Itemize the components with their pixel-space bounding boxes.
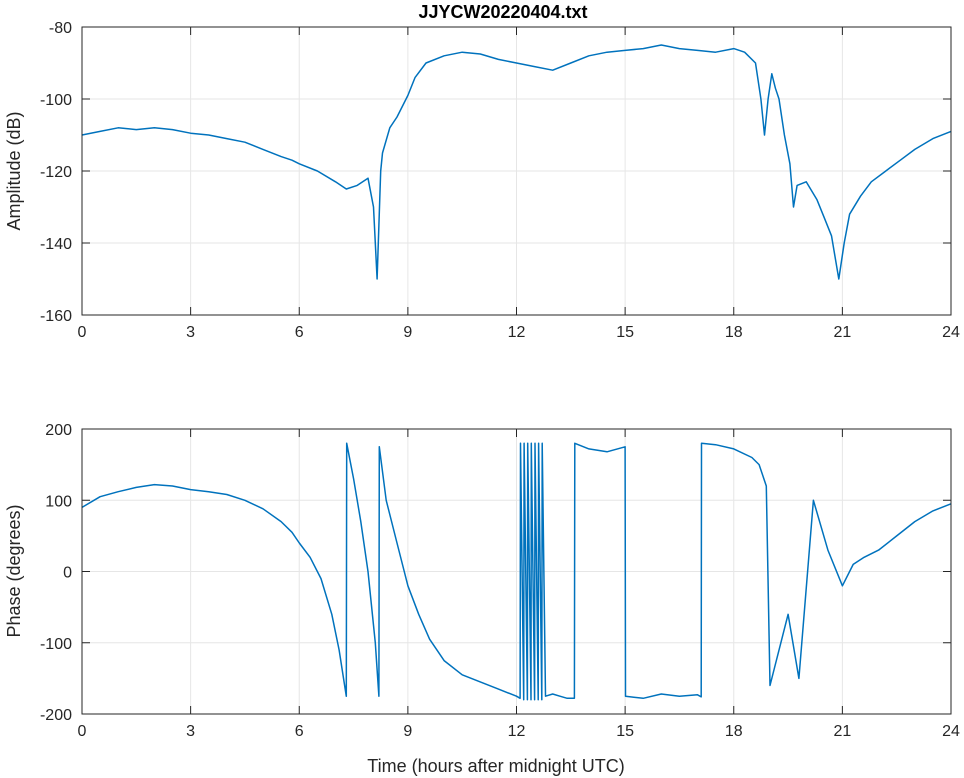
amplitude-series-line: [81, 44, 952, 280]
phase-ytick-label: -100: [40, 636, 72, 653]
phase-series: [81, 442, 952, 701]
amplitude-ylabel: Amplitude (dB): [4, 111, 24, 230]
amplitude-xtick-label: 3: [186, 324, 195, 341]
amplitude-xtick-label: 9: [403, 324, 412, 341]
phase-ytick-label: 200: [45, 422, 72, 439]
amplitude-xtick-label: 21: [833, 324, 851, 341]
phase-xtick-label: 3: [186, 723, 195, 740]
phase-xtick-label: 18: [725, 723, 743, 740]
amplitude-series: [81, 44, 952, 280]
amplitude-ytick-label: -160: [40, 308, 72, 325]
amplitude-ytick-label: -140: [40, 236, 72, 253]
phase-xtick-label: 9: [403, 723, 412, 740]
phase-ylabel: Phase (degrees): [4, 504, 24, 637]
phase-series-line: [81, 442, 952, 701]
phase-plot: 0 3 6 9 12 15 18 21 24 -200 -100 0 100 200 Phase (deg…: [4, 422, 960, 776]
phase-ytick-label: 100: [45, 493, 72, 510]
amplitude-xtick-label: 6: [295, 324, 304, 341]
amplitude-xtick-label: 15: [616, 324, 634, 341]
amplitude-ytick-label: -120: [40, 164, 72, 181]
phase-ytick-label: 0: [63, 565, 72, 582]
amplitude-xtick-label: 18: [725, 324, 743, 341]
phase-xtick-label: 21: [833, 723, 851, 740]
amplitude-ytick-label: -80: [49, 20, 72, 37]
amplitude-ytick-label: -100: [40, 92, 72, 109]
amplitude-ticks: 0 3 6 9 12 15 18 21 24 -160 -140 -120 -100 -80: [40, 20, 960, 341]
phase-xtick-label: 24: [942, 723, 960, 740]
amplitude-xtick-label: 24: [942, 324, 960, 341]
phase-xtick-label: 15: [616, 723, 634, 740]
phase-ticks: 0 3 6 9 12 15 18 21 24 -200 -100 0 100 200: [40, 422, 960, 740]
chart-title: JJYCW20220404.txt: [418, 2, 587, 22]
amplitude-plot: 0 3 6 9 12 15 18 21 24 -160 -140 -120 -100 -80 Amplit…: [4, 20, 960, 341]
amplitude-xtick-label: 0: [78, 324, 87, 341]
phase-xtick-label: 12: [508, 723, 526, 740]
phase-xtick-label: 6: [295, 723, 304, 740]
phase-xtick-label: 0: [78, 723, 87, 740]
amplitude-grid: [82, 27, 951, 315]
phase-xlabel: Time (hours after midnight UTC): [367, 756, 624, 776]
amplitude-xtick-label: 12: [508, 324, 526, 341]
phase-ytick-label: -200: [40, 707, 72, 724]
